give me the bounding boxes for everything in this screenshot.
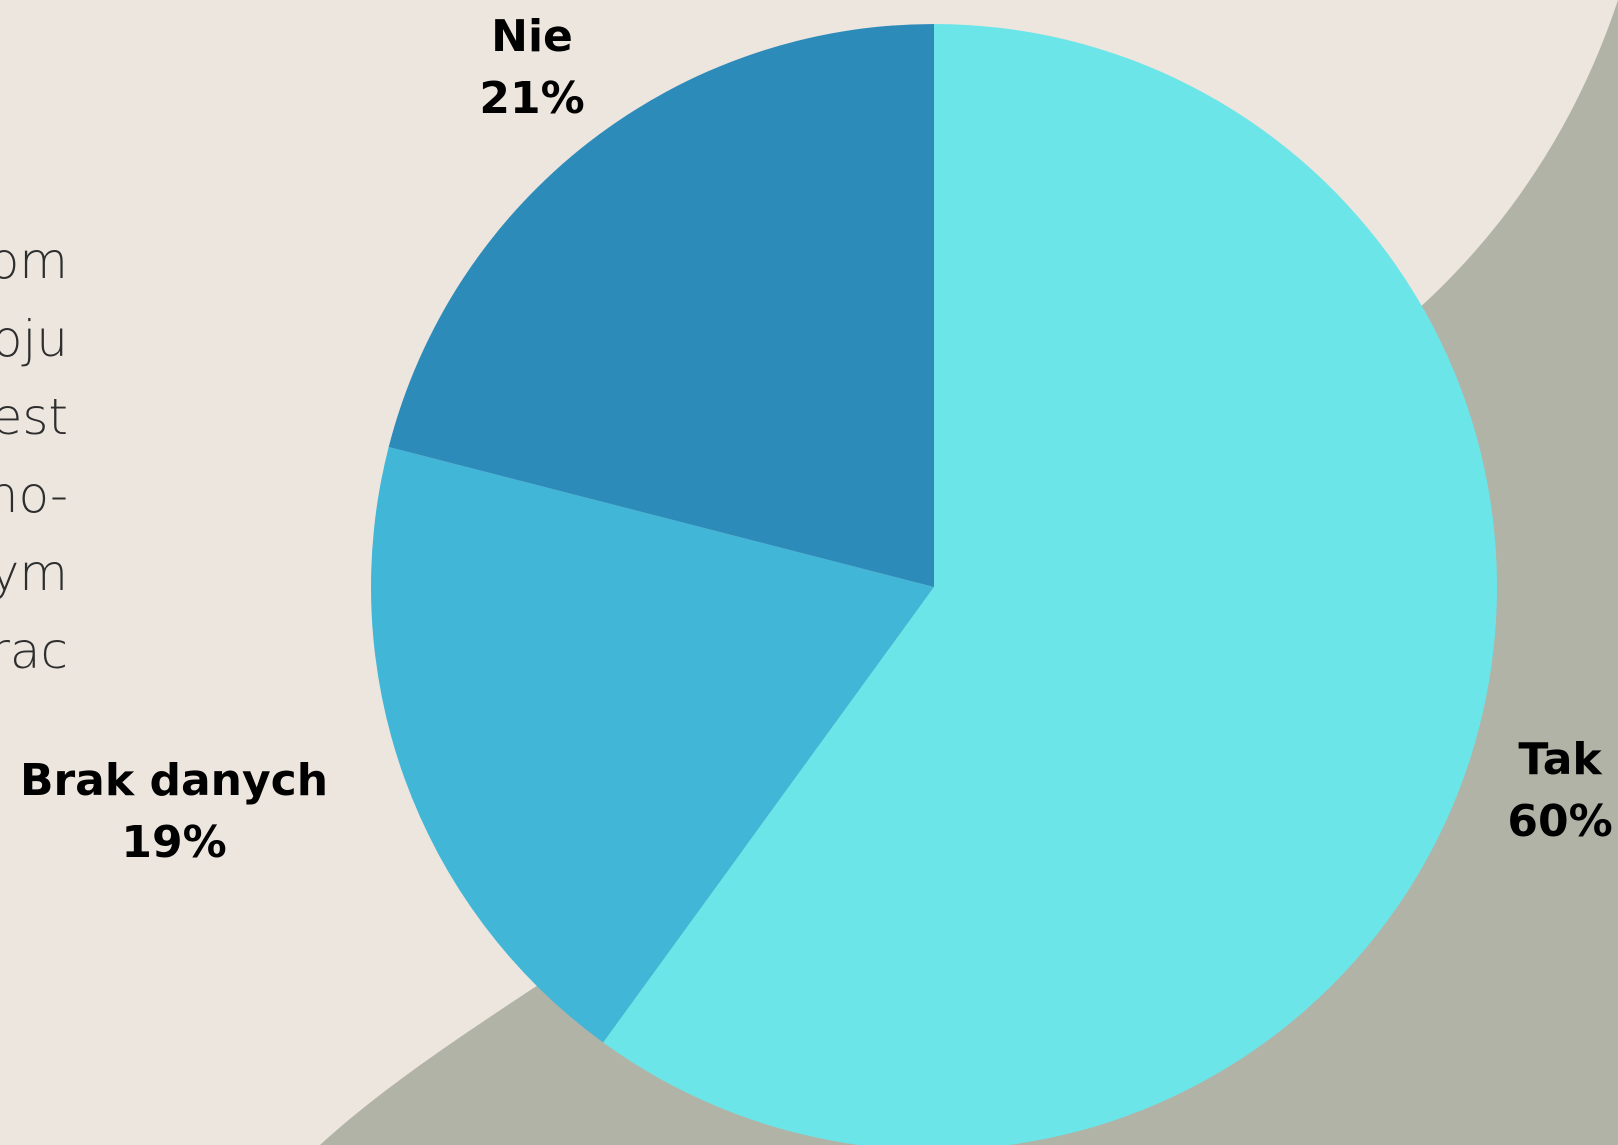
slice-label-percent: 60% <box>1507 796 1613 847</box>
text-line: oju <box>0 310 68 368</box>
slice-label-name: Tak <box>1518 734 1602 785</box>
text-line: ym <box>0 544 68 602</box>
slice-label-name: Brak danych <box>19 755 329 806</box>
slice-label-percent: 21% <box>479 73 585 124</box>
slice-label-tak: Tak 60% <box>1507 729 1612 853</box>
slice-label-nie: Nie 21% <box>479 6 584 130</box>
text-line: rac <box>0 622 68 680</box>
pie-slice-nie <box>388 24 934 587</box>
slice-label-brak-danych: Brak danych 19% <box>20 750 328 874</box>
text-line: no- <box>0 466 68 524</box>
partial-side-text: om oju est no- ym rac <box>0 222 68 690</box>
pie-slice-brak-danych <box>371 446 934 1043</box>
pie-slice-tak <box>603 24 1497 1145</box>
text-line: est <box>0 388 68 446</box>
slice-label-name: Nie <box>491 11 573 62</box>
slice-label-percent: 19% <box>121 817 227 868</box>
text-line: om <box>0 232 68 290</box>
